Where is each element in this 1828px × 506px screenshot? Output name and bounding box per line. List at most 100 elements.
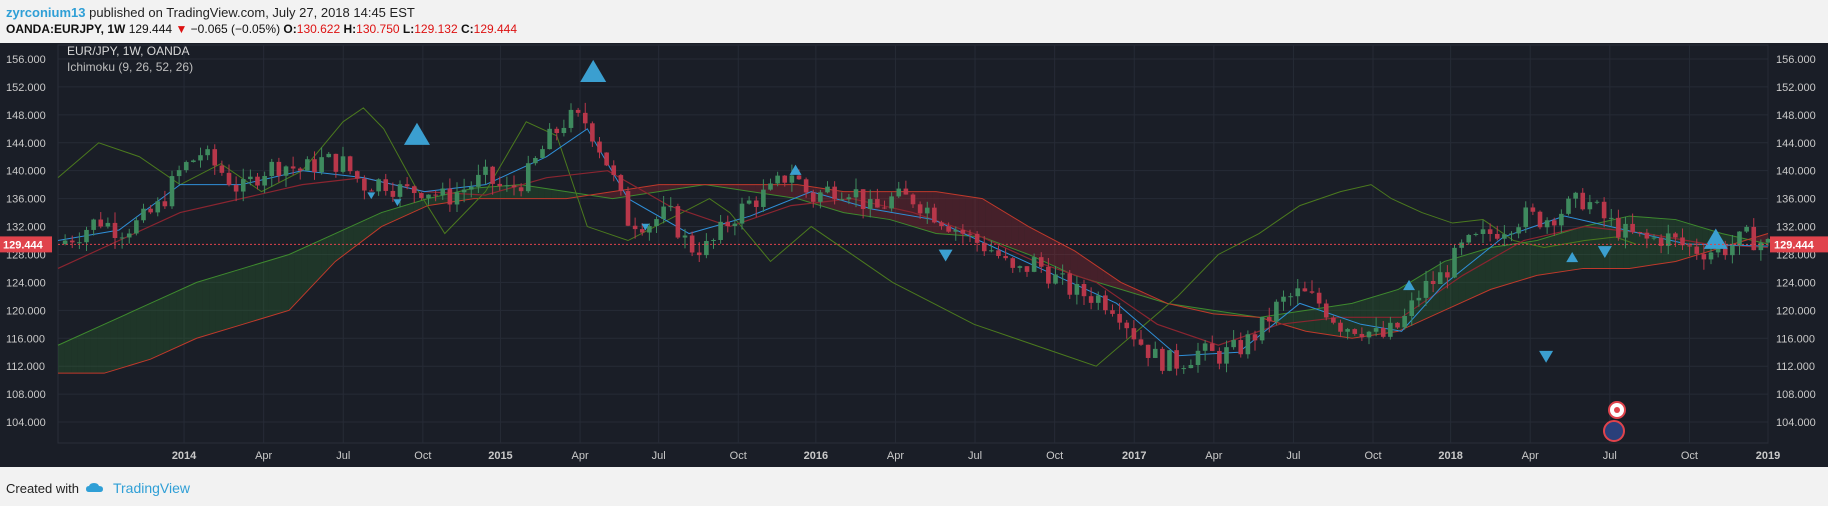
candle-body <box>1580 192 1586 210</box>
candle-body <box>910 194 916 205</box>
candle-body <box>1680 237 1685 246</box>
y-tick-label-right: 108.000 <box>1776 389 1816 401</box>
x-tick-label: 2015 <box>488 450 512 462</box>
cloud-segment <box>413 201 420 213</box>
last-price-tag-left <box>0 236 52 253</box>
price-chart[interactable]: 156.000 156.000 152.000 152.000 148.000 148.0… <box>0 43 1828 467</box>
cloud-segment <box>959 195 966 236</box>
candle-body <box>1765 238 1771 243</box>
y-tick-label-left: 148.000 <box>6 110 46 122</box>
y-tick-label-left: 120.000 <box>6 305 46 317</box>
y-tick-label-left: 108.000 <box>6 389 46 401</box>
cloud-segment <box>261 260 269 319</box>
candle-body <box>354 171 360 179</box>
candle-body <box>1131 328 1137 340</box>
candle-body <box>1402 316 1407 328</box>
candle-body <box>732 223 738 227</box>
cloud-segment <box>1011 216 1019 251</box>
cloud-segment <box>965 196 973 237</box>
candle-body <box>1516 227 1521 234</box>
cloud-segment <box>478 187 486 199</box>
candle-body <box>561 127 567 134</box>
candle-body <box>1509 233 1514 235</box>
cloud-segment <box>1504 244 1512 286</box>
candle-body <box>1665 233 1671 246</box>
signal-up-icon <box>403 122 430 145</box>
candle-body <box>262 176 267 186</box>
cloud-segment <box>1702 227 1709 254</box>
cloud-segment <box>630 187 637 196</box>
candle-body <box>312 159 317 173</box>
cloud-segment <box>1386 290 1394 334</box>
candle-body <box>1658 237 1664 246</box>
cloud-segment <box>235 268 243 327</box>
cloud-segment <box>1728 235 1736 246</box>
candle-body <box>276 161 282 176</box>
cloud-segment <box>1110 275 1117 289</box>
cloud-segment <box>1090 261 1098 283</box>
cloud-segment <box>143 303 151 362</box>
x-tick-label: Apr <box>1522 450 1539 462</box>
cloud-segment <box>215 274 223 333</box>
author-link[interactable]: zyrconium13 <box>6 5 86 20</box>
candle-body <box>1480 229 1486 234</box>
y-tick-label-left: 140.000 <box>6 166 46 178</box>
cloud-segment <box>353 222 361 248</box>
tradingview-link[interactable]: TradingView <box>112 480 191 496</box>
candle-body <box>1103 295 1108 311</box>
candle-body <box>775 175 780 184</box>
cloud-segment <box>1557 232 1565 273</box>
candle-body <box>1416 297 1422 301</box>
candle-body <box>625 191 631 226</box>
cloud-segment <box>1544 236 1551 275</box>
cloud-segment <box>748 184 756 193</box>
candle-body <box>1644 232 1650 239</box>
change-value: −0.065 (−0.05%) <box>190 22 281 36</box>
cloud-segment <box>978 198 986 239</box>
cloud-segment <box>617 189 624 198</box>
cloud-segment <box>275 256 282 315</box>
signal-down-icon <box>1597 246 1612 258</box>
candle-body <box>454 192 460 205</box>
cloud-segment <box>1294 311 1302 330</box>
cloud-segment <box>1037 231 1045 262</box>
cloud-segment <box>972 197 979 237</box>
chart-area[interactable]: 156.000 156.000 152.000 152.000 148.000 148.0… <box>0 43 1828 467</box>
footer: Created with TradingView <box>6 480 190 496</box>
cloud-segment <box>242 266 249 325</box>
cloud-segment <box>919 191 927 231</box>
y-tick-label-right: 136.000 <box>1776 194 1816 206</box>
candle-body <box>1259 317 1265 341</box>
cloud-segment <box>735 184 742 191</box>
candle-body <box>1010 258 1016 268</box>
candle-body <box>1673 233 1678 238</box>
cloud-segment <box>307 242 315 291</box>
candle-body <box>1366 331 1372 338</box>
candle-body <box>1359 333 1365 338</box>
candle-body <box>1601 201 1607 219</box>
cloud-segment <box>1143 292 1150 299</box>
candle-body <box>219 165 225 173</box>
candle-body <box>319 157 324 173</box>
open-label: O: <box>283 22 297 36</box>
down-arrow-icon: ▼ <box>175 22 188 36</box>
candle-body <box>875 199 880 208</box>
candle-body <box>240 179 246 192</box>
candle-body <box>1309 291 1315 293</box>
cloud-segment <box>64 339 72 374</box>
axes: 156.000 156.000 152.000 152.000 148.000 148.0… <box>0 54 1828 462</box>
candle-body <box>974 233 980 243</box>
candle-body <box>1651 237 1657 239</box>
cloud-segment <box>104 321 111 374</box>
candle-body <box>1231 340 1236 348</box>
signal-up-icon <box>1403 279 1416 291</box>
cloud-segment <box>1070 248 1078 277</box>
candle-body <box>554 128 560 134</box>
candle-body <box>126 233 132 238</box>
cloud-segment <box>1675 219 1683 262</box>
y-tick-label-right: 120.000 <box>1776 305 1816 317</box>
candle-body <box>1017 266 1023 268</box>
signal-up-icon <box>1566 251 1579 263</box>
close-label: C: <box>460 22 474 36</box>
cloud-segment <box>1511 243 1519 284</box>
